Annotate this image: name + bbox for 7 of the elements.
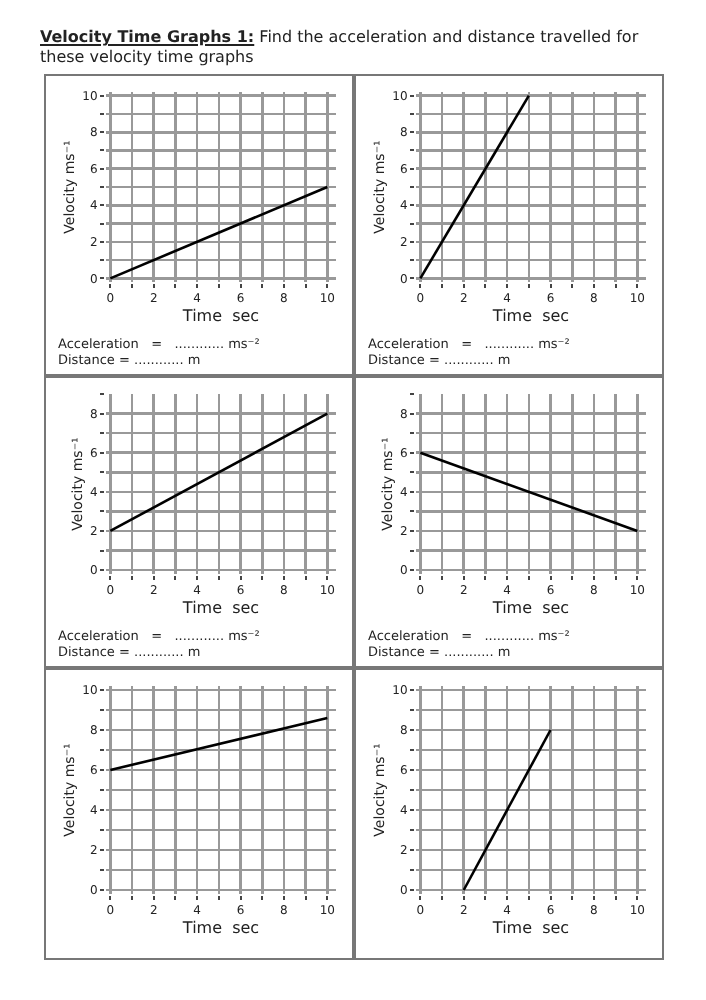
x-axis-title: Time sec — [490, 918, 570, 937]
x-axis-title: Time sec — [180, 306, 260, 325]
x-axis-title: Time sec — [180, 598, 260, 617]
x-axis-title: Time sec — [490, 598, 570, 617]
x-axis-title: Time sec — [490, 306, 570, 325]
chart-title: Velocity Time Graphs 1: — [40, 28, 255, 46]
x-axis-title: Time sec — [180, 918, 260, 937]
